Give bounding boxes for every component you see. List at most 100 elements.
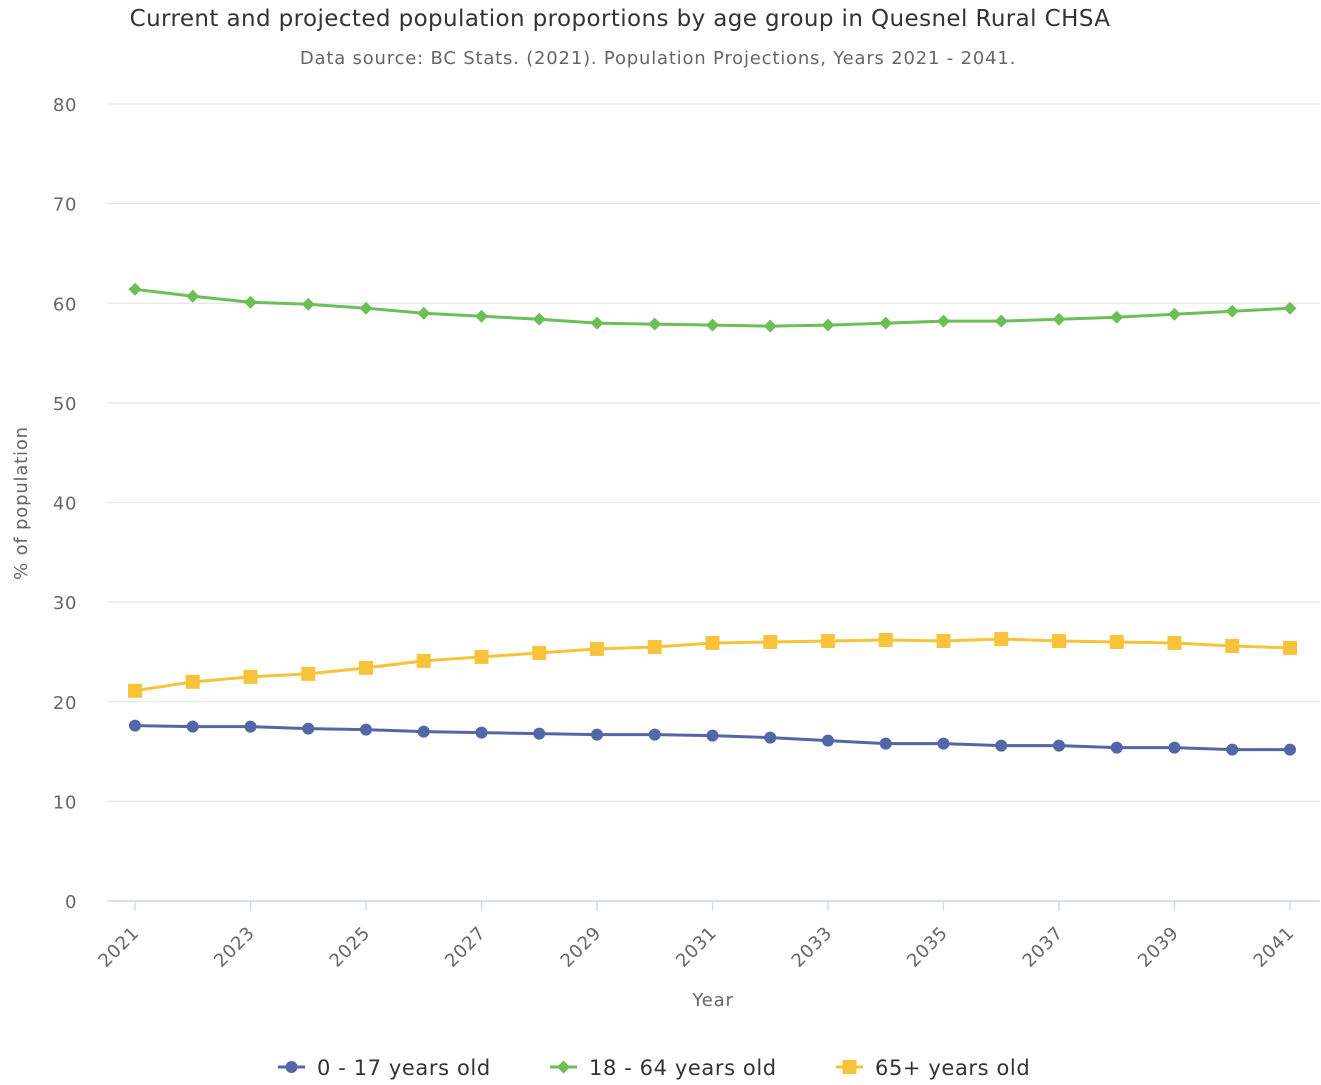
x-axis-title: Year — [691, 990, 733, 1011]
y-tick-label: 30 — [53, 593, 77, 614]
x-tick-label: 2021 — [95, 923, 144, 972]
x-tick-label: 2029 — [557, 923, 606, 972]
data-point — [590, 641, 604, 656]
data-point — [1110, 741, 1123, 754]
x-tick-label: 2035 — [903, 923, 952, 972]
data-point — [475, 309, 488, 323]
data-point — [1283, 640, 1297, 655]
data-point — [533, 727, 546, 740]
y-tick-label: 70 — [53, 195, 77, 216]
y-tick-label: 20 — [53, 693, 77, 714]
data-point — [1052, 312, 1066, 326]
y-tick-label: 40 — [53, 494, 77, 515]
data-point — [1168, 741, 1181, 754]
data-point — [532, 312, 546, 326]
legend-item-0[interactable]: 0 - 17 years old — [278, 1056, 491, 1080]
data-point — [244, 295, 257, 309]
legend-label: 65+ years old — [875, 1056, 1030, 1080]
data-point — [821, 318, 835, 332]
legend-item-2[interactable]: 65+ years old — [836, 1056, 1030, 1080]
legend-item-1[interactable]: 18 - 64 years old — [550, 1056, 777, 1080]
x-tick-label: 2023 — [210, 923, 259, 972]
x-tick-label: 2033 — [788, 923, 837, 972]
y-axis-title: % of population — [11, 426, 32, 580]
data-point — [244, 720, 257, 733]
data-point — [1226, 743, 1239, 756]
y-tick-label: 50 — [53, 394, 77, 415]
legend: 0 - 17 years old 18 - 64 years old 65+ yea… — [278, 1056, 1030, 1080]
data-point — [302, 722, 315, 735]
data-point — [243, 669, 258, 684]
data-point — [937, 314, 950, 328]
data-point — [129, 719, 141, 732]
data-point — [417, 725, 430, 738]
data-point — [186, 289, 200, 303]
data-point — [647, 639, 662, 654]
data-point — [1052, 633, 1066, 648]
data-point — [936, 633, 951, 648]
data-point — [648, 317, 662, 331]
data-point — [763, 634, 778, 649]
y-tick-label: 10 — [53, 792, 77, 813]
data-point — [1168, 307, 1181, 321]
data-point — [185, 674, 200, 689]
series-1 — [128, 282, 1297, 333]
data-point — [416, 653, 431, 668]
data-point — [763, 319, 777, 333]
y-tick-label: 80 — [53, 95, 77, 116]
data-point — [1110, 310, 1124, 324]
data-point — [360, 723, 372, 736]
data-point — [1167, 635, 1182, 650]
y-tick-label: 0 — [65, 892, 77, 913]
data-point — [705, 635, 720, 650]
series-2 — [128, 631, 1297, 698]
x-tick-label: 2031 — [672, 923, 721, 972]
legend-marker — [285, 1061, 298, 1073]
chart-subtitle: Data source: BC Stats. (2021). Populatio… — [299, 48, 1017, 69]
data-point — [359, 301, 373, 315]
legend-label: 18 - 64 years old — [589, 1056, 777, 1080]
data-point — [937, 737, 950, 750]
y-axis-ticks: 0 10 20 30 40 50 60 70 80 — [53, 95, 77, 913]
data-point — [995, 739, 1008, 752]
data-point — [994, 314, 1008, 328]
x-tick-label: 2041 — [1250, 923, 1299, 972]
data-point — [475, 726, 488, 739]
data-point — [879, 316, 893, 330]
data-point — [648, 728, 661, 741]
data-point — [822, 734, 834, 747]
data-point — [1225, 638, 1240, 653]
data-point — [591, 728, 603, 741]
series-0 — [129, 719, 1296, 756]
data-point — [1053, 739, 1065, 752]
legend-label: 0 - 17 years old — [317, 1056, 491, 1080]
legend-marker — [557, 1060, 570, 1074]
data-point — [821, 633, 835, 648]
x-tick-label: 2027 — [441, 923, 490, 972]
data-point — [590, 316, 604, 330]
data-point — [879, 737, 892, 750]
data-point — [186, 720, 199, 733]
data-point — [1225, 304, 1239, 318]
data-point — [878, 632, 893, 647]
data-point — [994, 631, 1009, 646]
data-point — [128, 683, 142, 698]
data-point — [128, 282, 142, 296]
data-point — [706, 729, 719, 742]
chart-title: Current and projected population proport… — [129, 6, 1111, 32]
legend-marker — [842, 1060, 857, 1074]
data-point — [417, 306, 431, 320]
data-point — [474, 649, 489, 664]
data-point — [1109, 634, 1124, 649]
data-point — [706, 318, 719, 332]
data-point — [764, 731, 777, 744]
data-point — [301, 666, 316, 681]
x-axis: 2021 2023 2025 2027 2029 2031 2033 2035 2037 2039… — [95, 900, 1320, 972]
y-tick-label: 60 — [53, 294, 77, 315]
data-point — [1284, 743, 1296, 756]
x-tick-label: 2025 — [326, 923, 375, 972]
data-point — [301, 297, 315, 311]
x-tick-label: 2037 — [1019, 923, 1068, 972]
gridlines — [107, 103, 1320, 902]
